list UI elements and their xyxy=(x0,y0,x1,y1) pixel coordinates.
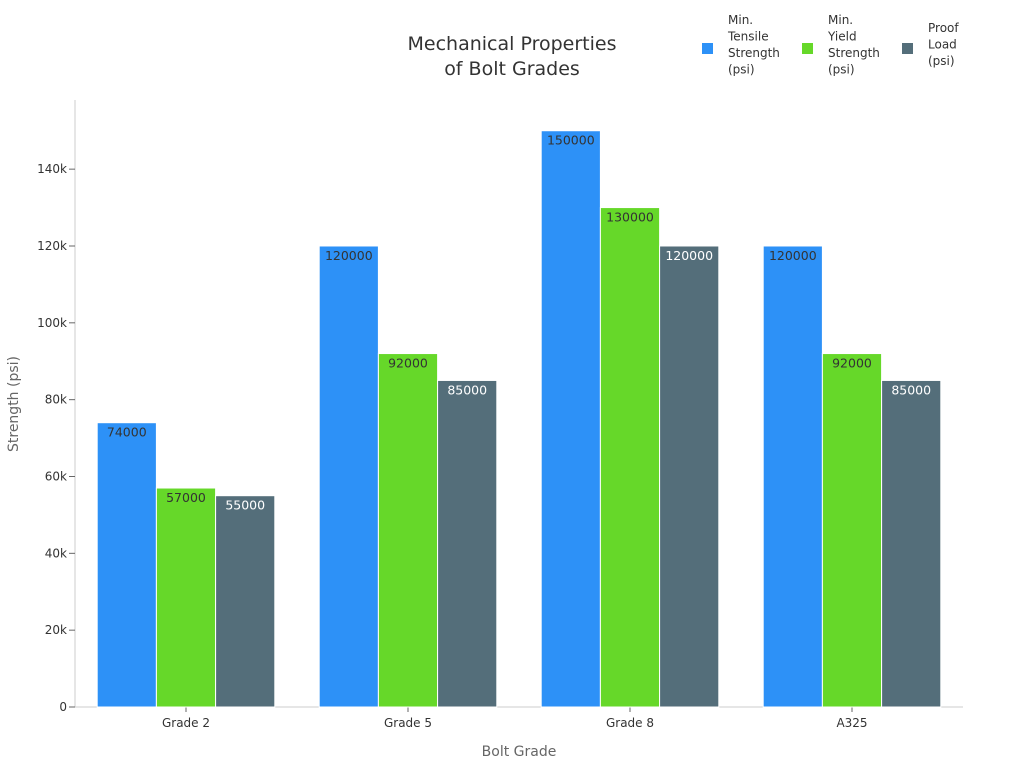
y-tick-label: 140k xyxy=(37,162,67,176)
bar xyxy=(599,207,661,708)
bar xyxy=(881,379,942,708)
data-label: 130000 xyxy=(606,210,654,225)
legend-swatch xyxy=(802,43,813,54)
legend-label: Load xyxy=(928,38,957,52)
bar xyxy=(821,353,883,708)
data-label: 57000 xyxy=(166,490,206,505)
legend-label: Strength xyxy=(728,46,780,60)
data-label: 150000 xyxy=(547,133,595,148)
y-tick-label: 120k xyxy=(37,239,67,253)
x-tick-label: Grade 5 xyxy=(384,716,432,730)
data-label: 92000 xyxy=(832,356,872,371)
legend-label: Proof xyxy=(928,21,959,35)
data-label: 55000 xyxy=(225,498,265,513)
bar xyxy=(540,130,601,708)
legend-label: (psi) xyxy=(828,63,855,77)
y-tick-label: 100k xyxy=(37,316,67,330)
data-label: 120000 xyxy=(769,248,817,263)
legend-swatch xyxy=(702,43,713,54)
bar xyxy=(96,422,157,708)
data-label: 85000 xyxy=(891,382,931,397)
legend-label: Yield xyxy=(827,30,857,44)
data-label: 120000 xyxy=(325,248,373,263)
y-tick-label: 80k xyxy=(45,393,67,407)
chart-title: of Bolt Grades xyxy=(444,58,580,80)
x-tick-label: A325 xyxy=(836,716,867,730)
data-label: 85000 xyxy=(447,382,487,397)
y-tick-label: 20k xyxy=(45,623,67,637)
bar xyxy=(762,245,823,708)
bar xyxy=(377,353,439,708)
legend-label: (psi) xyxy=(928,54,955,68)
legend-label: Tensile xyxy=(727,30,769,44)
x-tick-label: Grade 8 xyxy=(606,716,654,730)
data-label: 120000 xyxy=(665,248,713,263)
y-axis-label: Strength (psi) xyxy=(6,356,22,452)
x-axis-label: Bolt Grade xyxy=(482,744,557,760)
legend-label: (psi) xyxy=(728,63,755,77)
bar xyxy=(659,245,720,708)
bar xyxy=(437,379,498,708)
x-tick-label: Grade 2 xyxy=(162,716,210,730)
y-tick-label: 40k xyxy=(45,546,67,560)
bar xyxy=(318,245,379,708)
y-tick-label: 0 xyxy=(59,700,67,714)
legend-label: Strength xyxy=(828,46,880,60)
y-tick-label: 60k xyxy=(45,469,67,483)
data-label: 92000 xyxy=(388,356,428,371)
legend-label: Min. xyxy=(828,13,853,27)
bar xyxy=(155,487,217,708)
legend-swatch xyxy=(902,43,913,54)
legend-label: Min. xyxy=(728,13,753,27)
data-label: 74000 xyxy=(107,425,147,440)
bar xyxy=(215,495,276,708)
chart-title: Mechanical Properties xyxy=(408,33,617,55)
